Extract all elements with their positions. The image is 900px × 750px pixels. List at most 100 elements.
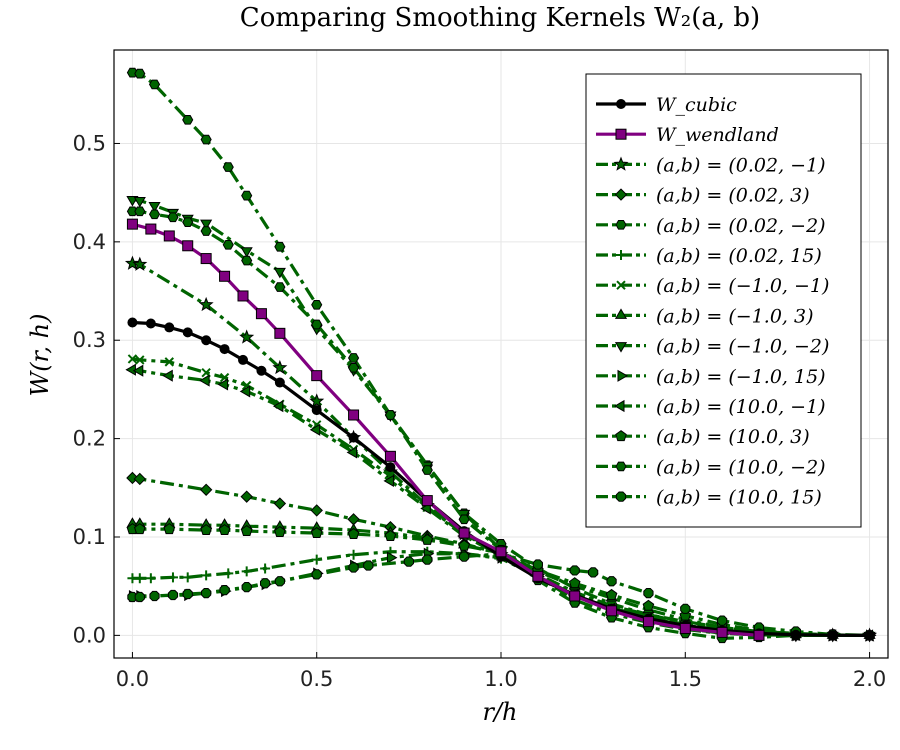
data-point [273,267,286,279]
legend-marker [614,342,628,353]
legend-label: (a,b) = (−1.0, −1) [656,275,829,297]
data-point [127,317,138,328]
legend-marker [615,491,627,502]
y-tick-label: 0.4 [73,230,106,254]
data-point [421,533,434,545]
data-point [148,201,161,213]
legend-marker [614,308,628,319]
data-point [643,587,654,599]
data-point [274,525,286,538]
data-point [495,546,507,558]
data-point [167,212,179,223]
data-point [385,462,396,473]
data-point [167,589,179,601]
x-tick-label: 2.0 [853,667,886,691]
data-point [132,256,148,271]
data-point [383,474,394,487]
legend-entry: (a,b) = (10.0, −1) [596,396,826,418]
series-line [132,368,870,637]
series-line [132,357,870,637]
data-point [311,370,323,382]
data-point [164,322,175,333]
legend-marker [615,430,627,442]
legend: W_cubic W_wendland (a,b) = (0.02, −1) (a,b)… [585,73,862,528]
legend-label: (a,b) = (−1.0, 15) [656,366,826,388]
data-point [421,465,433,475]
legend-marker [617,369,628,382]
legend-marker [613,156,629,171]
data-point [347,513,360,526]
x-axis-label: r/h [482,698,517,726]
data-point [135,355,145,365]
y-axis-label: W(r, h) [26,314,54,397]
data-point [274,327,286,339]
data-point [274,576,285,587]
data-point [790,629,801,640]
data-point [588,567,599,578]
data-point [133,523,146,535]
data-point [532,559,543,570]
data-point [239,329,255,344]
data-point [363,560,374,571]
legend-marker [616,250,626,260]
data-point [311,405,322,416]
data-point [124,255,140,270]
y-tick-label: 0.5 [73,131,106,155]
data-point [240,490,253,503]
data-point [274,241,286,252]
data-point [217,378,229,391]
data-point [421,495,433,507]
legend-marker [614,188,628,201]
data-point [134,591,145,603]
data-point [182,115,194,125]
data-point [348,549,359,560]
data-point [422,554,433,565]
legend-label: (a,b) = (0.02, −2) [656,215,826,237]
data-point [182,327,193,338]
legend-entry: (a,b) = (−1.0, −2) [596,336,829,358]
data-point [716,626,728,638]
data-point [311,569,322,580]
y-tick-label: 0.1 [73,525,106,549]
data-point [458,514,470,525]
data-point [458,527,470,539]
legend-marker [614,399,625,413]
legend-marker [616,280,626,290]
data-point [532,570,544,582]
data-point [309,393,325,408]
legend-entry: W_wendland [596,124,779,146]
data-point [260,563,271,574]
data-point [238,354,248,365]
data-point [273,497,287,510]
data-point [272,359,288,375]
data-point [347,527,360,539]
legend-label: (a,b) = (0.02, −1) [656,154,826,176]
data-point [222,162,234,172]
data-point [134,68,146,79]
legend-marker [615,461,627,472]
legend-entry: W_cubic [596,94,737,116]
legend-marker [615,128,627,140]
chart-title: Comparing Smoothing Kernels W₂(a, b) [240,3,760,33]
data-point [348,432,359,443]
data-point [223,568,234,579]
data-point [145,573,156,584]
legend-label: (a,b) = (−1.0, 3) [656,305,813,327]
data-point [569,590,581,602]
legend-marker [616,99,626,109]
legend-entry: (a,b) = (0.02, −2) [596,215,826,237]
data-point [256,365,267,376]
data-point [201,587,212,599]
data-point [182,217,194,227]
data-point [218,523,231,536]
data-point [310,504,323,517]
legend-label: (a,b) = (10.0, −1) [656,396,826,418]
x-tick-label: 1.0 [484,667,517,691]
data-point [167,572,178,583]
legend-entry: (a,b) = (−1.0, −1) [596,275,829,297]
data-point [272,400,284,413]
data-point [182,240,194,252]
data-point [149,590,160,602]
data-point [219,270,231,282]
